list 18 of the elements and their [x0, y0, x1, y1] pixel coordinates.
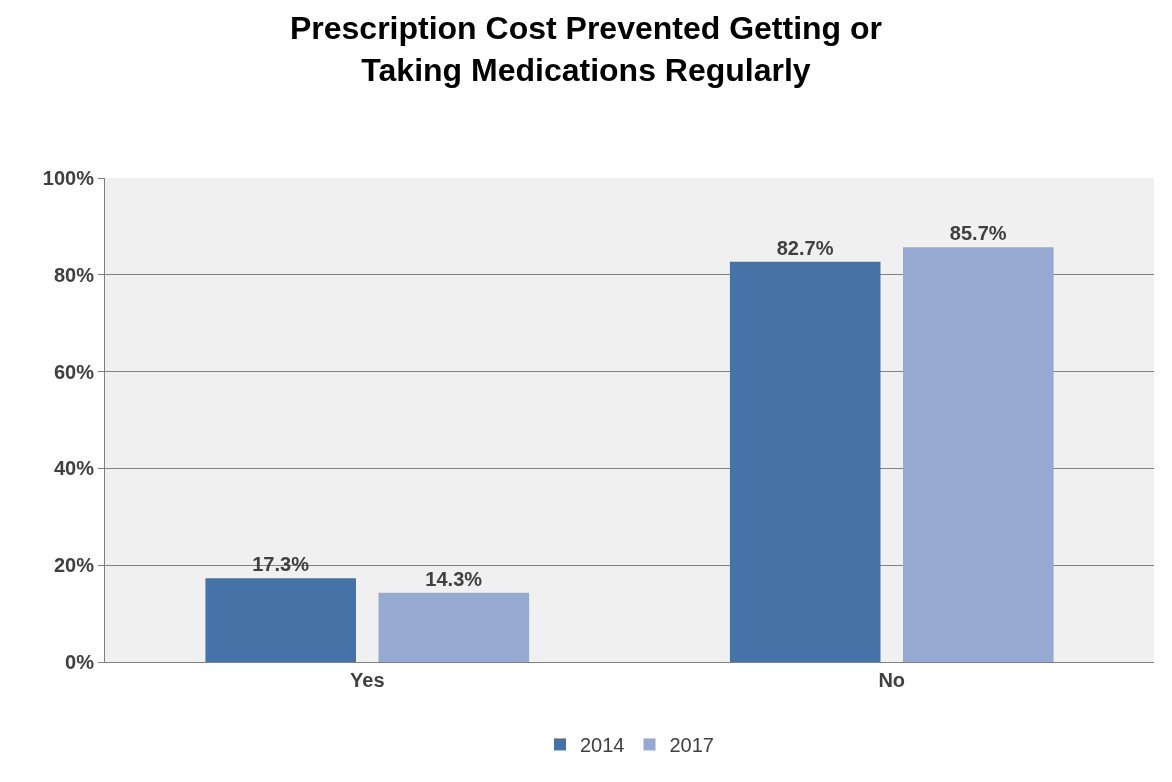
- data-label: 82.7%: [776, 236, 834, 259]
- y-tick-label: 40%: [53, 457, 95, 480]
- y-tick-label: 60%: [53, 360, 95, 383]
- chart-title: Prescription Cost Prevented Getting or Taking Medications Regularly: [289, 10, 883, 88]
- legend-label: 2014: [580, 734, 625, 757]
- y-tick-label: 20%: [53, 554, 95, 577]
- bar: [729, 261, 881, 662]
- y-tick-label: 0%: [65, 651, 95, 673]
- y-tick-label: 80%: [53, 263, 95, 286]
- legend-label: 2017: [669, 734, 714, 757]
- x-tick-label: No: [878, 669, 906, 691]
- bar: [903, 247, 1054, 662]
- bar: [378, 592, 530, 662]
- x-tick-label: Yes: [350, 669, 385, 691]
- y-tick-label: 100%: [42, 167, 95, 189]
- data-label: 85.7%: [949, 222, 1007, 245]
- bar: [205, 578, 356, 662]
- data-label: 14.3%: [425, 567, 483, 590]
